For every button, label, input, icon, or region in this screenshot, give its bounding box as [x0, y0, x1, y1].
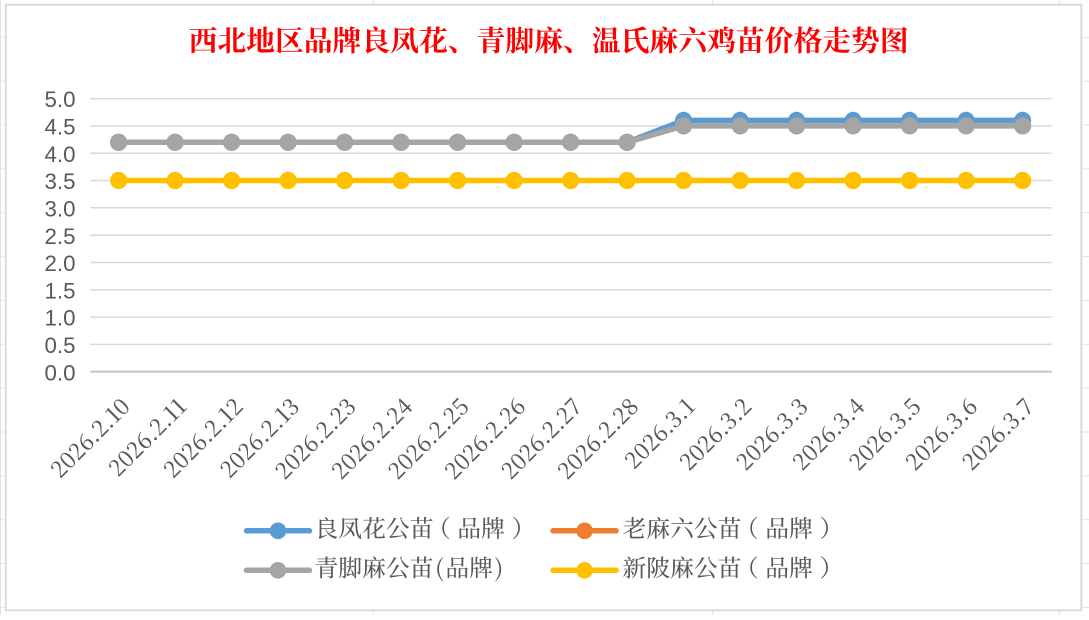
- svg-text:4.0: 4.0: [45, 142, 76, 167]
- svg-text:3.0: 3.0: [45, 196, 76, 221]
- svg-text:4.5: 4.5: [45, 115, 76, 140]
- svg-text:3.5: 3.5: [45, 169, 76, 194]
- svg-text:1.0: 1.0: [45, 306, 76, 331]
- svg-text:5.0: 5.0: [45, 87, 76, 112]
- svg-text:1.5: 1.5: [45, 278, 76, 303]
- svg-text:0.5: 0.5: [45, 333, 76, 358]
- svg-text:2.5: 2.5: [45, 224, 76, 249]
- svg-text:0.0: 0.0: [45, 360, 76, 385]
- svg-text:2.0: 2.0: [45, 251, 76, 276]
